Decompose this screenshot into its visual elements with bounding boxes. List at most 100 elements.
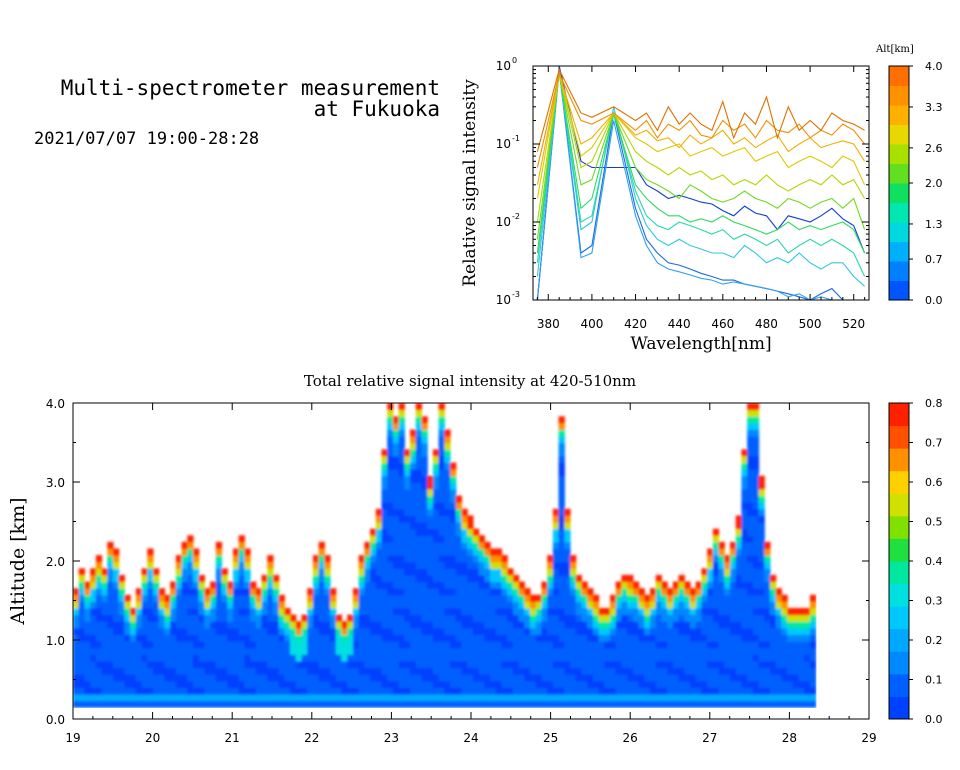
heatmap-cell [558, 515, 565, 523]
heatmap-cell [787, 667, 794, 675]
heatmap-cell [804, 627, 811, 636]
heatmap-cell [758, 601, 765, 609]
heatmap-cell [387, 475, 394, 483]
heatmap-cell [375, 614, 383, 622]
heatmap-cell [73, 674, 80, 682]
heatmap-cell [495, 680, 503, 688]
heatmap-cell [181, 548, 188, 556]
heatmap-cell [758, 674, 765, 682]
heatmap-cell [232, 607, 240, 616]
heatmap-cell [707, 680, 714, 688]
heatmap-cell [695, 621, 703, 629]
heatmap-cell [741, 568, 748, 576]
heatmap-cell [781, 693, 788, 702]
heatmap-cell [512, 641, 520, 649]
heatmap-cell [792, 647, 800, 655]
heatmap-cell [352, 687, 360, 695]
heatmap-cell [238, 607, 245, 616]
heatmap-cell [410, 482, 417, 490]
heatmap-cell [398, 403, 405, 411]
heatmap-cell [507, 693, 514, 702]
heatmap-cell [147, 555, 154, 563]
heatmap-cell [432, 647, 440, 655]
heatmap-cell [570, 621, 577, 629]
heatmap-cell [752, 436, 760, 444]
heatmap-cell [478, 601, 485, 609]
heatmap-cell [467, 581, 474, 589]
heatmap-cell [552, 522, 560, 530]
heatmap-cell [490, 594, 497, 602]
heatmap-cell [290, 641, 297, 649]
heatmap-cell [444, 528, 451, 536]
heatmap-cell [490, 621, 497, 629]
heatmap-cell [432, 568, 440, 576]
heatmap-cell [255, 700, 263, 708]
heatmap-cell [250, 588, 257, 596]
heatmap-cell [261, 574, 268, 583]
heatmap-cell [718, 581, 725, 589]
heatmap-cell [415, 667, 423, 675]
heatmap-cell [375, 607, 383, 616]
heatmap-cell [735, 654, 742, 662]
heatmap-cell [752, 469, 760, 477]
heatmap-cell [415, 574, 423, 583]
heatmap-cell [718, 574, 725, 583]
heatmap-cell [604, 627, 611, 636]
heatmap-cell [741, 495, 748, 503]
heatmap-cell [335, 634, 343, 642]
heatmap-cell [570, 581, 577, 589]
heatmap-cell [804, 634, 811, 642]
heatmap-cell [415, 594, 423, 602]
heatmap-cell [347, 627, 354, 636]
heatmap-cell [495, 687, 503, 695]
heatmap-cell [472, 654, 480, 662]
heatmap-cell [729, 693, 737, 702]
heatmap-cell [375, 535, 383, 543]
heatmap-cell [192, 621, 200, 629]
heatmap-cell [450, 647, 457, 655]
heatmap-cell [661, 641, 668, 649]
heatmap-cell [752, 416, 760, 424]
heatmap-cell [501, 647, 508, 655]
intensity-colorbar-tick-label: 0.5 [925, 516, 943, 529]
heatmap-cell [775, 660, 782, 669]
heatmap-cell [438, 535, 445, 543]
heatmap-cell [467, 700, 474, 708]
heatmap-cell [689, 667, 697, 675]
heatmap-cell [124, 647, 131, 655]
heatmap-cell [421, 634, 428, 642]
heatmap-cell [404, 455, 411, 464]
heatmap-cell [490, 607, 497, 616]
heatmap-cell [141, 601, 148, 609]
heatmap-cell [484, 594, 491, 602]
heatmap-cell [427, 548, 434, 556]
heatmap-cell [552, 647, 560, 655]
heatmap-cell [747, 548, 754, 556]
heatmap-cell [392, 588, 400, 596]
heatmap-cell [701, 568, 708, 576]
heatmap-cell [147, 594, 154, 602]
heatmap-cell [747, 634, 754, 642]
heatmap-cell [530, 641, 537, 649]
heatmap-cell [575, 641, 583, 649]
heatmap-cell [495, 548, 503, 556]
heatmap-cell [118, 634, 126, 642]
heatmap-cell [752, 680, 760, 688]
heatmap-cell [147, 581, 154, 589]
heatmap-cell [781, 641, 788, 649]
heatmap-cell [444, 502, 451, 510]
heatmap-cell [404, 568, 411, 576]
altitude-colorbar-label: Alt[km] [875, 44, 914, 55]
heatmap-cell [227, 647, 234, 655]
heatmap-cell [364, 607, 371, 616]
heatmap-cell [444, 687, 451, 695]
heatmap-cell [570, 614, 577, 622]
heatmap-cell [290, 687, 297, 695]
heatmap-cell [587, 654, 594, 662]
heatmap-cell [95, 634, 103, 642]
heatmap-cell [781, 634, 788, 642]
heatmap-cell [364, 647, 371, 655]
heatmap-cell [752, 700, 760, 708]
